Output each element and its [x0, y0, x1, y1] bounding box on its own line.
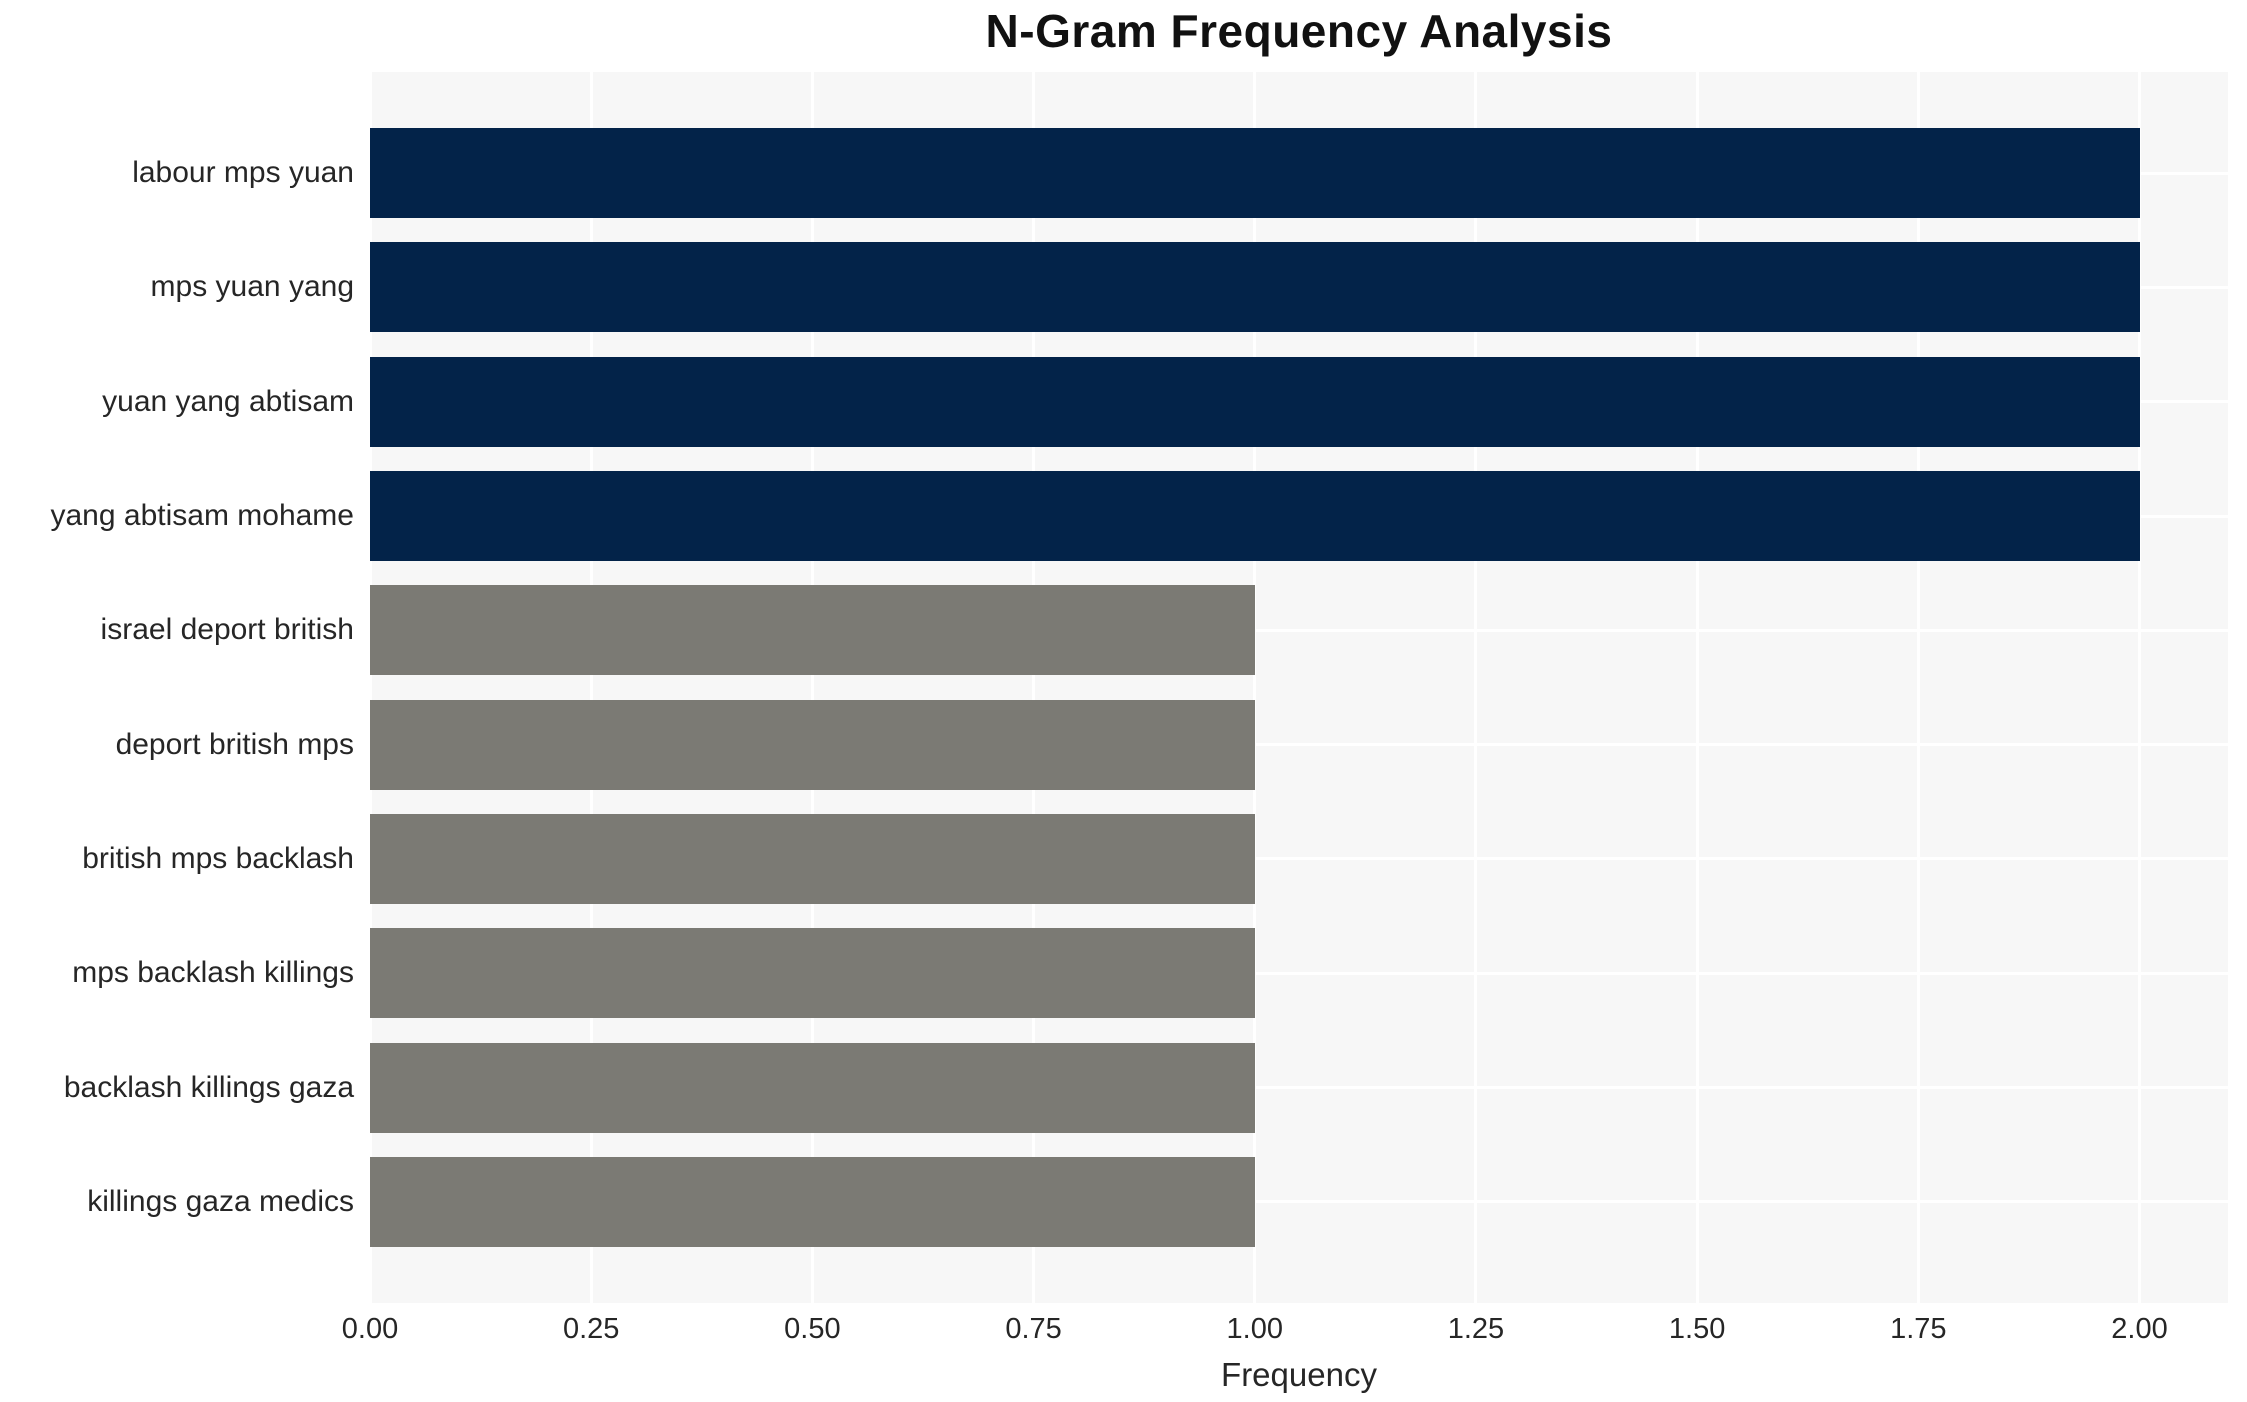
- x-tick-label: 0.25: [562, 1313, 620, 1345]
- vertical-gridline: [810, 72, 814, 1303]
- vertical-gridline: [2138, 72, 2142, 1303]
- horizontal-gridline: [370, 628, 2228, 632]
- vertical-gridline: [368, 72, 372, 1303]
- vertical-gridline: [1695, 72, 1699, 1303]
- x-axis-title: Frequency: [1221, 1356, 1377, 1393]
- y-tick-label: backlash killings gaza: [63, 1070, 354, 1104]
- x-tick-label: 2.00: [2111, 1313, 2168, 1345]
- x-axis-ticks: 0.00 0.25 0.50 0.75 1.00 1.25 1.50 1.75 2.00: [342, 1313, 2228, 1353]
- horizontal-gridline: [370, 1200, 2228, 1204]
- x-tick-label: 1.50: [1668, 1313, 1726, 1345]
- x-tick-label: 0.50: [784, 1313, 841, 1345]
- bar: [370, 1042, 1255, 1133]
- y-tick-label: mps backlash killings: [72, 956, 354, 990]
- y-tick-label: mps yuan yang: [150, 270, 354, 304]
- y-tick-label: labour mps yuan: [132, 156, 354, 190]
- horizontal-gridline: [370, 971, 2228, 975]
- y-tick-label: yuan yang abtisam: [102, 384, 354, 418]
- x-tick-label: 1.75: [1890, 1313, 1947, 1345]
- bar: [370, 585, 1255, 676]
- vertical-gridline: [1474, 72, 1478, 1303]
- bar: [370, 356, 2140, 447]
- y-axis-labels: labour mps yuan mps yuan yang yuan yang ab…: [0, 72, 355, 1303]
- x-tick-label: 0.75: [1005, 1313, 1062, 1345]
- x-tick-label: 0.00: [341, 1313, 399, 1345]
- chart-title: N-Gram Frequency Analysis: [985, 5, 1613, 57]
- y-tick-label: british mps backlash: [82, 841, 354, 875]
- y-tick-label: deport british mps: [115, 727, 354, 761]
- bar: [370, 699, 1255, 790]
- horizontal-gridline: [370, 1086, 2228, 1090]
- bar: [370, 242, 2140, 333]
- vertical-gridline: [1253, 72, 1257, 1303]
- horizontal-gridline: [370, 743, 2228, 747]
- bar: [370, 813, 1255, 904]
- vertical-gridline: [1032, 72, 1036, 1303]
- y-tick-label: killings gaza medics: [87, 1184, 354, 1218]
- x-tick-label: 1.00: [1226, 1313, 1283, 1345]
- bar: [370, 471, 2140, 562]
- bar: [370, 128, 2140, 219]
- horizontal-gridline: [370, 857, 2228, 861]
- y-tick-label: israel deport british: [100, 613, 354, 647]
- bar: [370, 1156, 1255, 1247]
- y-tick-label: yang abtisam mohame: [50, 499, 355, 533]
- vertical-gridline: [589, 72, 593, 1303]
- vertical-gridline: [1916, 72, 1920, 1303]
- x-tick-label: 1.25: [1447, 1313, 1505, 1345]
- plot-area: [368, 72, 2228, 1303]
- bar: [370, 928, 1255, 1019]
